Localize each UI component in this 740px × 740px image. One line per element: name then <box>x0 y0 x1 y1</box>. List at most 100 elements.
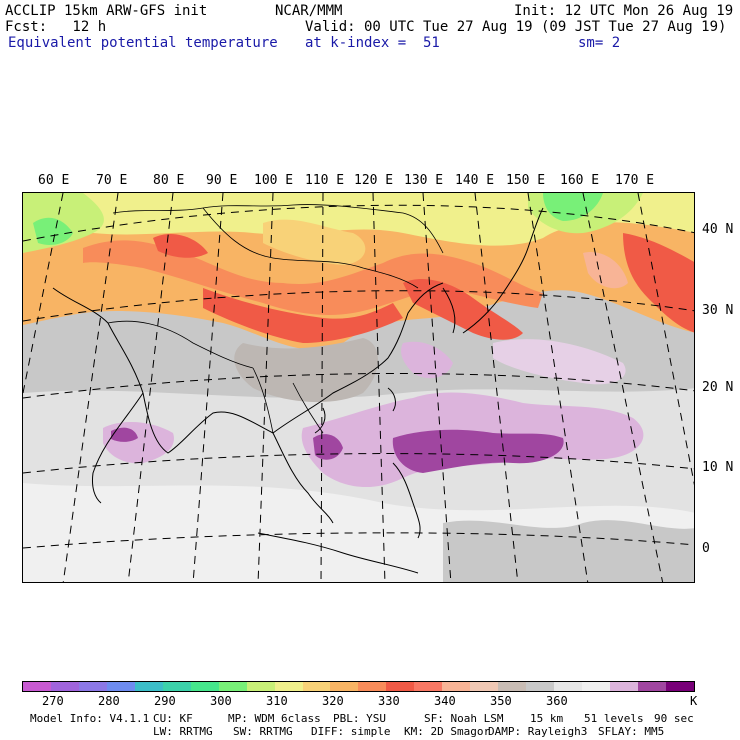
lat-line-20n <box>23 373 694 399</box>
lon-line-80e <box>127 193 174 582</box>
colorbar-segment-5 <box>162 682 191 691</box>
coastline-south-asia <box>52 287 334 524</box>
footer-km: KM: 2D Smagor <box>404 725 491 738</box>
colorbar-segment-20 <box>582 682 611 691</box>
coastline-hainan <box>314 407 326 434</box>
colorbar-segment-13 <box>386 682 415 691</box>
colorbar-label-310: 310 <box>266 694 288 708</box>
lon-label-100e: 100 E <box>254 173 294 188</box>
colorbar-segment-4 <box>134 682 163 691</box>
footer-mp: MP: WDM 6class <box>228 712 321 725</box>
footer-sw: SW: RRTMG <box>233 725 293 738</box>
footer-resolution: 15 km <box>530 712 564 725</box>
colorbar-segment-17 <box>498 682 527 691</box>
lon-line-130e <box>422 193 452 582</box>
footer-levels: 51 levels <box>584 712 644 725</box>
high-theta-core-korea <box>403 278 523 340</box>
border-himalaya <box>107 320 254 369</box>
lon-line-120e <box>372 193 386 582</box>
colorbar-segment-14 <box>414 682 443 691</box>
header-valid-time: Valid: 00 UTC Tue 27 Aug 19 (09 JST Tue … <box>305 19 727 35</box>
colorbar-label-360: 360 <box>546 694 568 708</box>
mongolia-field <box>263 219 366 265</box>
colorbar-label-330: 330 <box>378 694 400 708</box>
colorbar-label-340: 340 <box>434 694 456 708</box>
lon-label-70e: 70 E <box>96 173 128 188</box>
header-init-time: Init: 12 UTC Mon 26 Aug 19 <box>514 3 734 19</box>
border-myanmar <box>252 367 274 434</box>
lon-label-140e: 140 E <box>455 173 495 188</box>
border-russia <box>112 204 444 254</box>
footer-damp: DAMP: Rayleigh3 <box>488 725 588 738</box>
colorbar-segment-6 <box>190 682 219 691</box>
coastlines <box>52 207 544 574</box>
cool-patch-east-core <box>543 193 603 221</box>
lon-label-60e: 60 E <box>38 173 70 188</box>
footer-sf: SF: Noah LSM <box>424 712 504 725</box>
map-panel <box>22 192 695 583</box>
header-org: NCAR/MMM <box>275 3 343 19</box>
colorbar-segment-0 <box>23 682 51 691</box>
lon-line-140e <box>474 193 519 582</box>
coastline-korea <box>442 287 456 334</box>
lat-line-0 <box>23 532 694 549</box>
colorbar-segment-21 <box>610 682 638 691</box>
high-theta-band-north <box>83 240 543 315</box>
country-borders <box>107 204 444 434</box>
lat-line-30n <box>23 290 694 322</box>
colorbar-segment-23 <box>665 682 694 691</box>
colorbar-segment-2 <box>78 682 107 691</box>
western-pacific-lilac <box>493 339 626 385</box>
footer-timestep: 90 sec <box>654 712 694 725</box>
high-theta-core-tibet <box>203 288 403 343</box>
coastline-taiwan <box>387 387 396 412</box>
footer-lw: LW: RRTMG <box>153 725 213 738</box>
mid-theta-patch-pacific <box>583 252 628 289</box>
tropical-theta-core <box>392 429 564 473</box>
header-field-name: Equivalent potential temperature <box>8 35 278 51</box>
colorbar-segment-18 <box>526 682 555 691</box>
lon-line-60e <box>23 193 64 394</box>
footer-pbl: PBL: YSU <box>333 712 386 725</box>
lon-line-110e <box>320 193 324 582</box>
footer-cu: CU: KF <box>153 712 193 725</box>
lat-label-0: 0 <box>702 541 710 556</box>
lon-line-90e <box>192 193 224 582</box>
lat-line-10n <box>23 453 694 474</box>
lat-label-20n: 20 N <box>702 380 734 395</box>
high-theta-patch-central-asia <box>153 233 208 258</box>
colorbar-label-300: 300 <box>210 694 232 708</box>
china-grey-field <box>234 338 378 403</box>
border-indochina <box>292 382 324 434</box>
southeast-grey-field <box>443 520 694 582</box>
colorbar <box>22 681 695 692</box>
coastline-philippines <box>392 462 421 539</box>
theta-e-map <box>23 193 694 582</box>
footer-diff: DIFF: simple <box>311 725 391 738</box>
colorbar-segment-3 <box>106 682 135 691</box>
cool-patch-west-core <box>33 217 73 245</box>
header-forecast-hour: Fcst: 12 h <box>5 19 107 35</box>
graticule <box>23 193 694 582</box>
lat-label-40n: 40 N <box>702 222 734 237</box>
colorbar-segment-7 <box>218 682 247 691</box>
colorbar-label-320: 320 <box>322 694 344 708</box>
colorbar-segment-9 <box>274 682 303 691</box>
colorbar-segment-15 <box>442 682 471 691</box>
colorbar-segment-12 <box>358 682 387 691</box>
coastline-indonesia <box>257 532 419 574</box>
lon-line-100e <box>257 193 274 582</box>
lon-line-150e <box>527 193 589 582</box>
lon-line-160e <box>582 193 664 582</box>
coastline-india <box>92 392 144 504</box>
lon-label-170e: 170 E <box>615 173 655 188</box>
colorbar-label-270: 270 <box>42 694 64 708</box>
coastline-japan <box>462 207 544 334</box>
header-smoothing: sm= 2 <box>578 35 621 51</box>
colorbar-segment-8 <box>246 682 275 691</box>
border-mongolia <box>202 207 419 289</box>
header-level: at k-index = 51 <box>305 35 440 51</box>
lon-label-90e: 90 E <box>206 173 238 188</box>
high-theta-core-pacific <box>623 233 694 333</box>
lon-label-120e: 120 E <box>354 173 394 188</box>
